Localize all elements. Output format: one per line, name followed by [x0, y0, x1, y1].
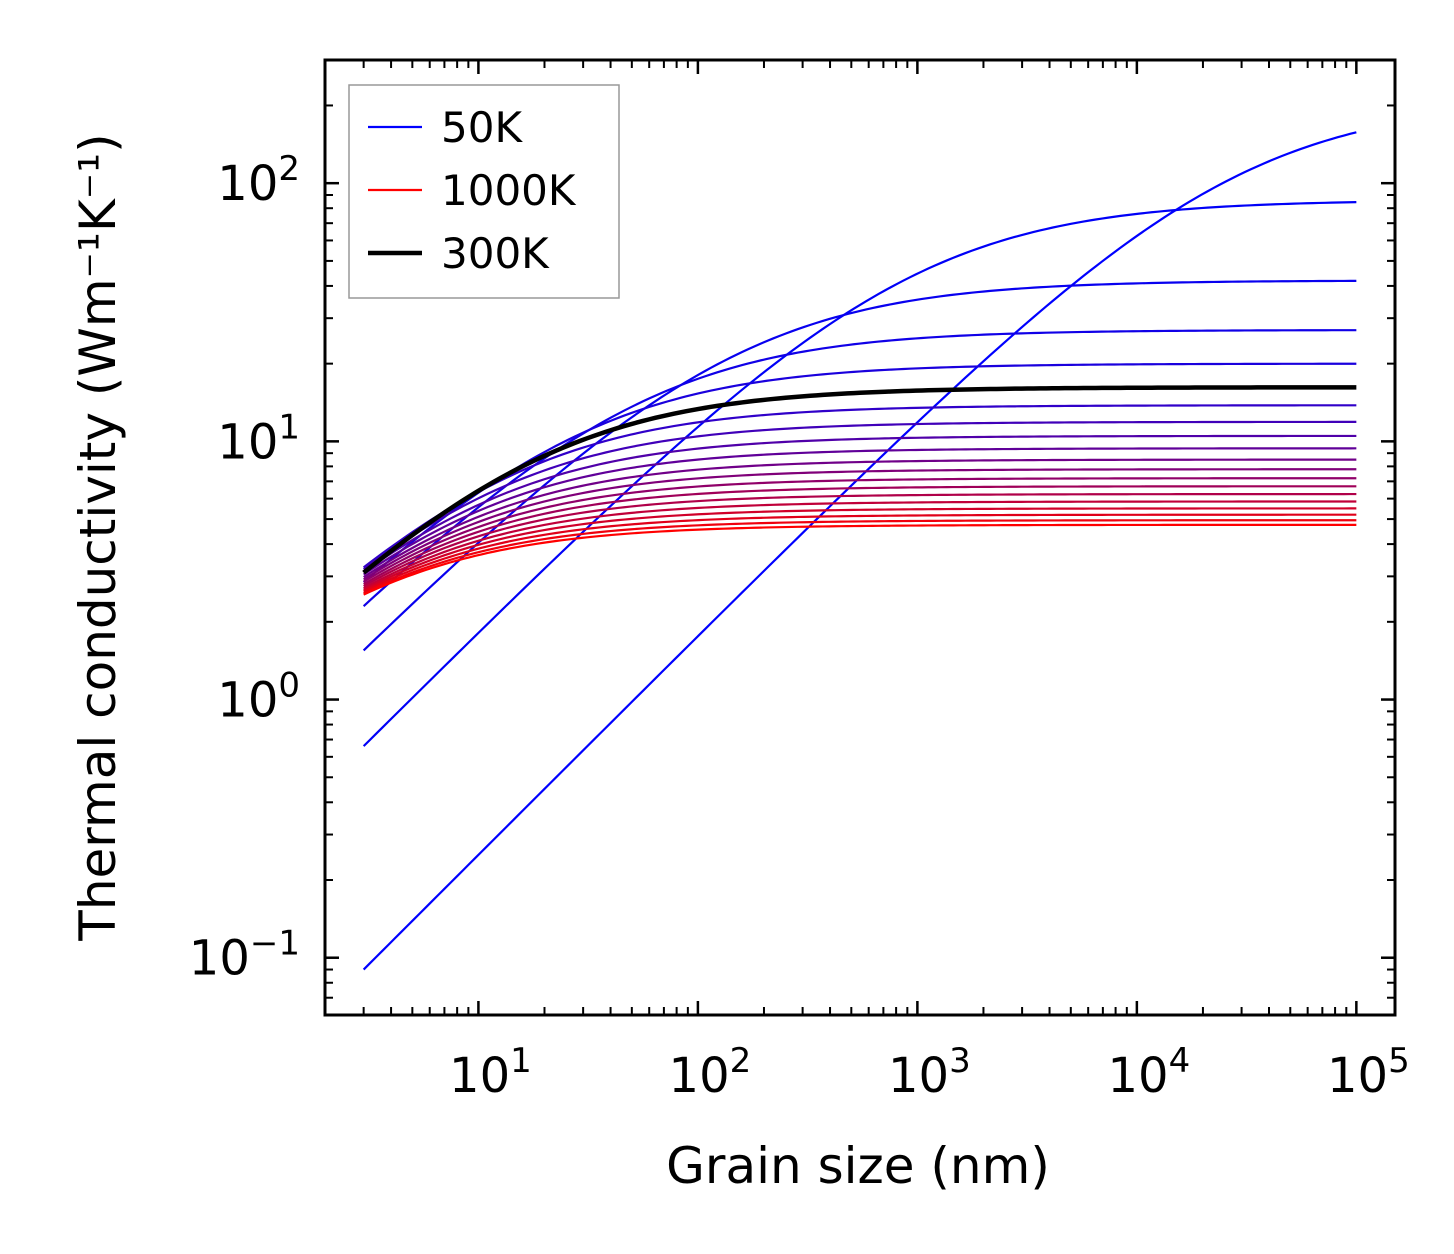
series-line-300K — [362, 385, 1357, 575]
series-line-500K — [363, 447, 1357, 576]
series-line-600K — [363, 468, 1357, 581]
series-line-1000K — [363, 523, 1357, 596]
series-line-350K — [362, 404, 1357, 569]
series-line-700K — [363, 485, 1357, 586]
x-tick-label: 104 — [1108, 1041, 1191, 1104]
x-tick-label: 101 — [449, 1041, 532, 1104]
x-tick-label: 102 — [669, 1041, 752, 1104]
series-line-200K — [362, 329, 1357, 607]
x-tick-label: 103 — [888, 1041, 971, 1104]
series-line-850K — [363, 507, 1357, 591]
y-axis-label: Thermal conductivity (Wm⁻¹K⁻¹) — [69, 133, 127, 941]
series-line-450K — [363, 434, 1357, 573]
y-tick-label: 100 — [217, 666, 300, 729]
series-line-750K — [363, 492, 1357, 588]
series-line-650K — [363, 477, 1357, 583]
series-line-950K — [363, 519, 1357, 595]
series-group — [362, 131, 1357, 971]
series-line-100K — [362, 201, 1357, 747]
series-line-800K — [363, 500, 1357, 590]
legend-frame — [348, 84, 620, 299]
legend-label-300K: 300K — [441, 229, 550, 278]
plot-frame — [323, 58, 1397, 1017]
axis-tick-labels: 101 102 103 104 105 10−1 100 101 102 — [189, 149, 1410, 1104]
y-tick-label: 101 — [217, 407, 300, 470]
x-axis-label: Grain size (nm) — [666, 1137, 1050, 1195]
legend-label-1000K: 1000K — [441, 166, 577, 215]
series-line-900K — [363, 513, 1357, 593]
legend: 50K 1000K 300K — [348, 84, 620, 299]
y-tick-label: 10−1 — [189, 924, 300, 987]
series-line-400K — [363, 420, 1357, 571]
series-line-550K — [363, 458, 1357, 579]
legend-label-50K: 50K — [441, 103, 523, 152]
x-tick-label: 105 — [1327, 1041, 1410, 1104]
series-line-50K — [362, 131, 1357, 971]
y-tick-label: 102 — [217, 149, 300, 212]
